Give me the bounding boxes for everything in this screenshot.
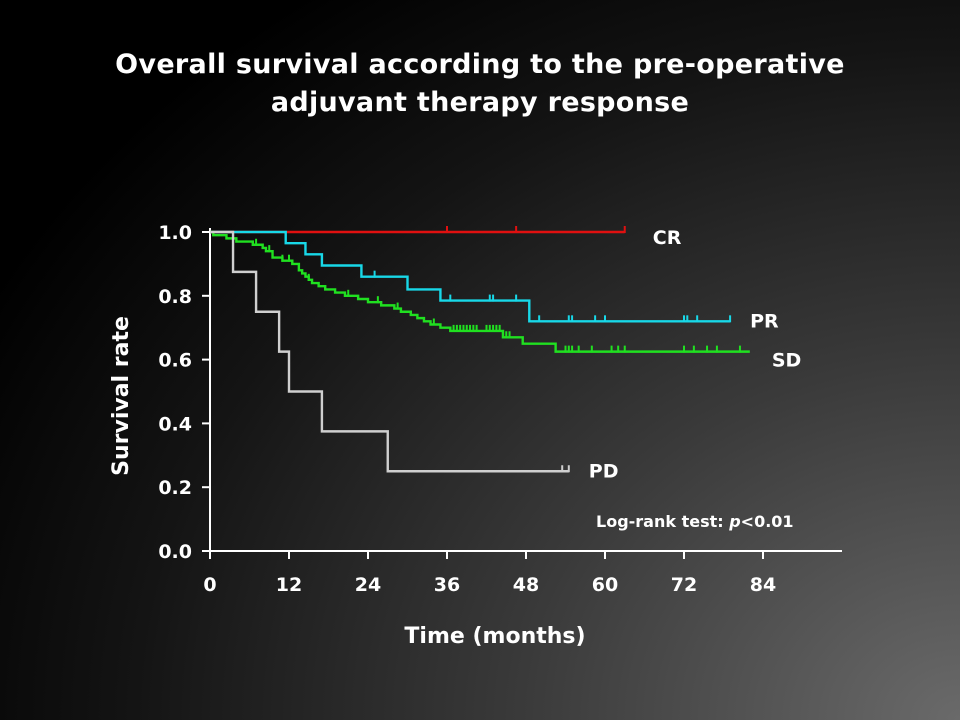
series-label-pr: PR	[750, 310, 779, 332]
chart-axes: 0.0 0.2 0.4 0.6 0.8 1.0 0 12 24 36 48 60 72 84	[158, 222, 842, 596]
y-tick-label: 0.2	[158, 477, 192, 499]
chart-title: Overall survival according to the pre-op…	[0, 46, 960, 122]
series-label-pd: PD	[589, 460, 619, 482]
log-rank-value: <0.01	[741, 512, 794, 531]
x-tick-label: 48	[513, 574, 539, 596]
y-tick-label: 0.8	[158, 286, 192, 308]
series-label-sd: SD	[772, 350, 801, 372]
x-tick-label: 24	[355, 574, 381, 596]
y-tick-label: 1.0	[158, 222, 192, 244]
curve-sd	[210, 230, 750, 353]
x-tick-label: 12	[276, 574, 302, 596]
curve-pr	[210, 230, 731, 323]
y-tick-label: 0.0	[158, 541, 192, 563]
x-tick-label: 36	[434, 574, 460, 596]
x-tick-label: 72	[671, 574, 697, 596]
chart-labels: CR PR SD PD	[589, 227, 802, 482]
curve-pd	[210, 230, 569, 473]
x-tick-label: 0	[203, 574, 216, 596]
log-rank-p: p	[728, 512, 740, 531]
y-axis-title: Survival rate	[109, 316, 134, 476]
chart-title-line-2: adjuvant therapy response	[270, 87, 690, 118]
y-tick-label: 0.6	[158, 350, 192, 372]
y-tick-label: 0.4	[158, 413, 192, 435]
chart-title-line-1: Overall survival according to the pre-op…	[115, 49, 845, 80]
log-rank-annotation: Log-rank test: p<0.01	[596, 512, 794, 531]
survival-curves	[210, 226, 750, 473]
x-tick-label: 60	[592, 574, 618, 596]
x-tick-label: 84	[750, 574, 776, 596]
series-label-cr: CR	[653, 227, 682, 249]
x-axis-title: Time (months)	[404, 624, 585, 649]
log-rank-prefix: Log-rank test:	[596, 512, 729, 531]
